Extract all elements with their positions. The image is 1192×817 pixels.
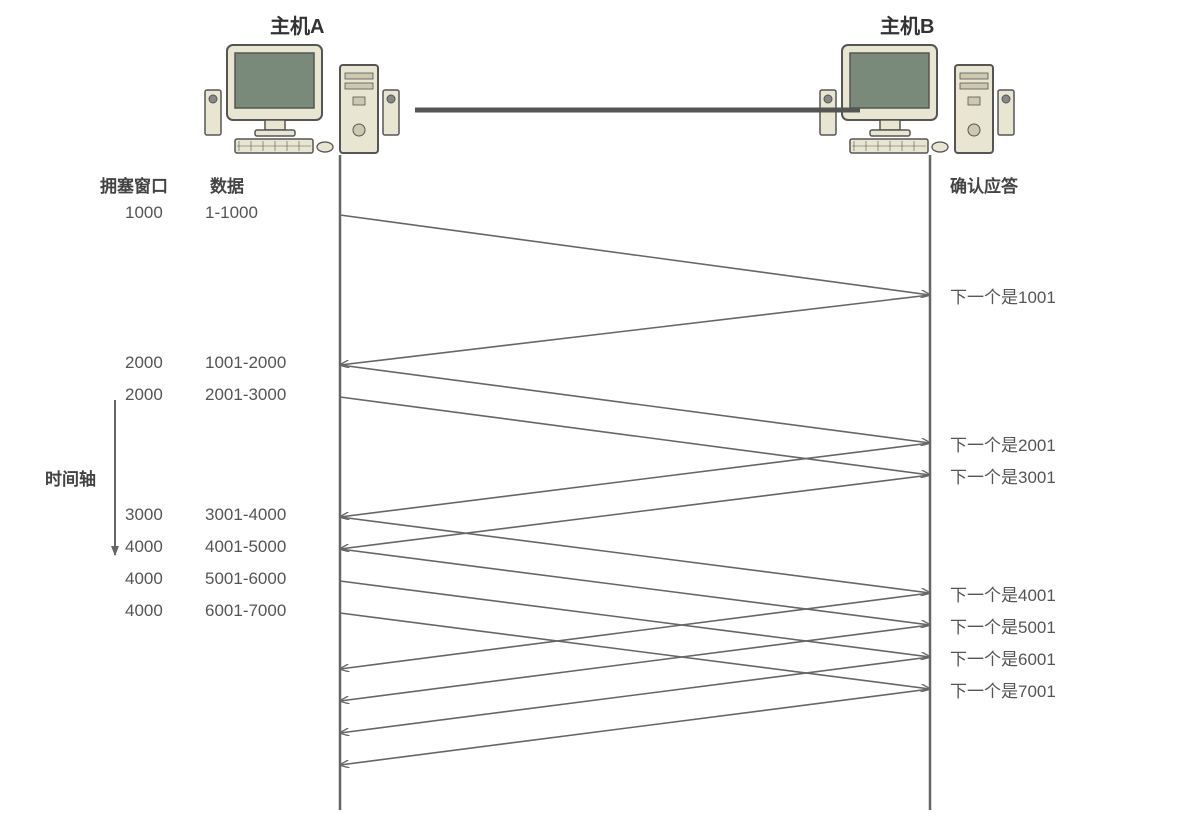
cwnd-value: 2000 <box>125 353 163 373</box>
ack-arrow <box>340 295 930 365</box>
cwnd-value: 4000 <box>125 537 163 557</box>
ack-arrow <box>340 657 930 733</box>
ack-label: 下一个是3001 <box>950 463 1056 488</box>
ack-arrow <box>340 443 930 517</box>
data-range: 6001-7000 <box>205 601 286 621</box>
data-arrow <box>340 549 930 625</box>
ack-arrow <box>340 625 930 701</box>
data-arrow <box>340 581 930 657</box>
ack-label: 下一个是2001 <box>950 431 1056 456</box>
cwnd-value: 4000 <box>125 569 163 589</box>
computer-icon <box>820 45 1014 153</box>
data-arrow <box>340 215 930 295</box>
ack-label: 下一个是1001 <box>950 283 1056 308</box>
cwnd-value: 2000 <box>125 385 163 405</box>
computer-icon <box>205 45 399 153</box>
ack-arrow <box>340 593 930 669</box>
ack-arrow <box>340 689 930 765</box>
host-a-label: 主机A <box>270 10 324 39</box>
cwnd-header: 拥塞窗口 <box>100 172 168 197</box>
data-arrow <box>340 613 930 689</box>
data-range: 1-1000 <box>205 203 258 223</box>
ack-label: 下一个是7001 <box>950 677 1056 702</box>
data-range: 3001-4000 <box>205 505 286 525</box>
ack-header: 确认应答 <box>950 172 1018 197</box>
data-header: 数据 <box>210 172 244 197</box>
data-arrow <box>340 365 930 443</box>
ack-label: 下一个是5001 <box>950 613 1056 638</box>
data-arrow <box>340 397 930 475</box>
cwnd-value: 1000 <box>125 203 163 223</box>
ack-label: 下一个是6001 <box>950 645 1056 670</box>
data-range: 5001-6000 <box>205 569 286 589</box>
cwnd-value: 4000 <box>125 601 163 621</box>
data-arrow <box>340 517 930 593</box>
cwnd-value: 3000 <box>125 505 163 525</box>
host-b-label: 主机B <box>880 10 934 39</box>
ack-arrow <box>340 475 930 549</box>
data-range: 2001-3000 <box>205 385 286 405</box>
ack-label: 下一个是4001 <box>950 581 1056 606</box>
time-axis-label: 时间轴 <box>45 465 96 490</box>
data-range: 4001-5000 <box>205 537 286 557</box>
data-range: 1001-2000 <box>205 353 286 373</box>
